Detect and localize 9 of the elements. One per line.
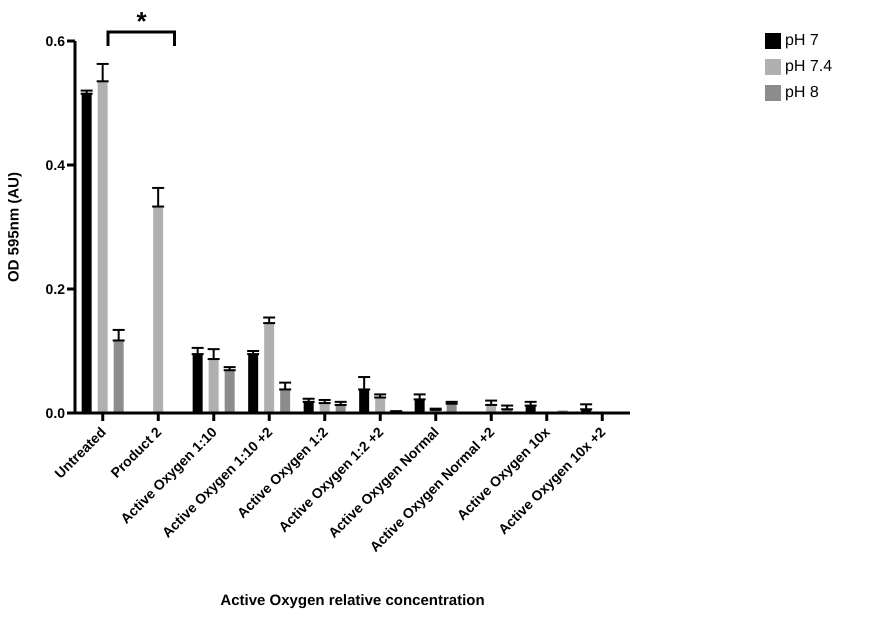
y-tick-label: 0.4 [46,156,66,173]
x-axis-title: Active Oxygen relative concentration [220,592,485,609]
text: * [135,6,148,37]
y-tick-label: 0.6 [46,32,66,49]
legend-label: pH 8 [785,84,819,101]
y-tick-label: 0.0 [46,404,66,421]
legend-label: pH 7.4 [785,58,832,75]
y-tick-label: 0.2 [46,280,66,297]
legend-label: pH 7 [785,32,819,49]
